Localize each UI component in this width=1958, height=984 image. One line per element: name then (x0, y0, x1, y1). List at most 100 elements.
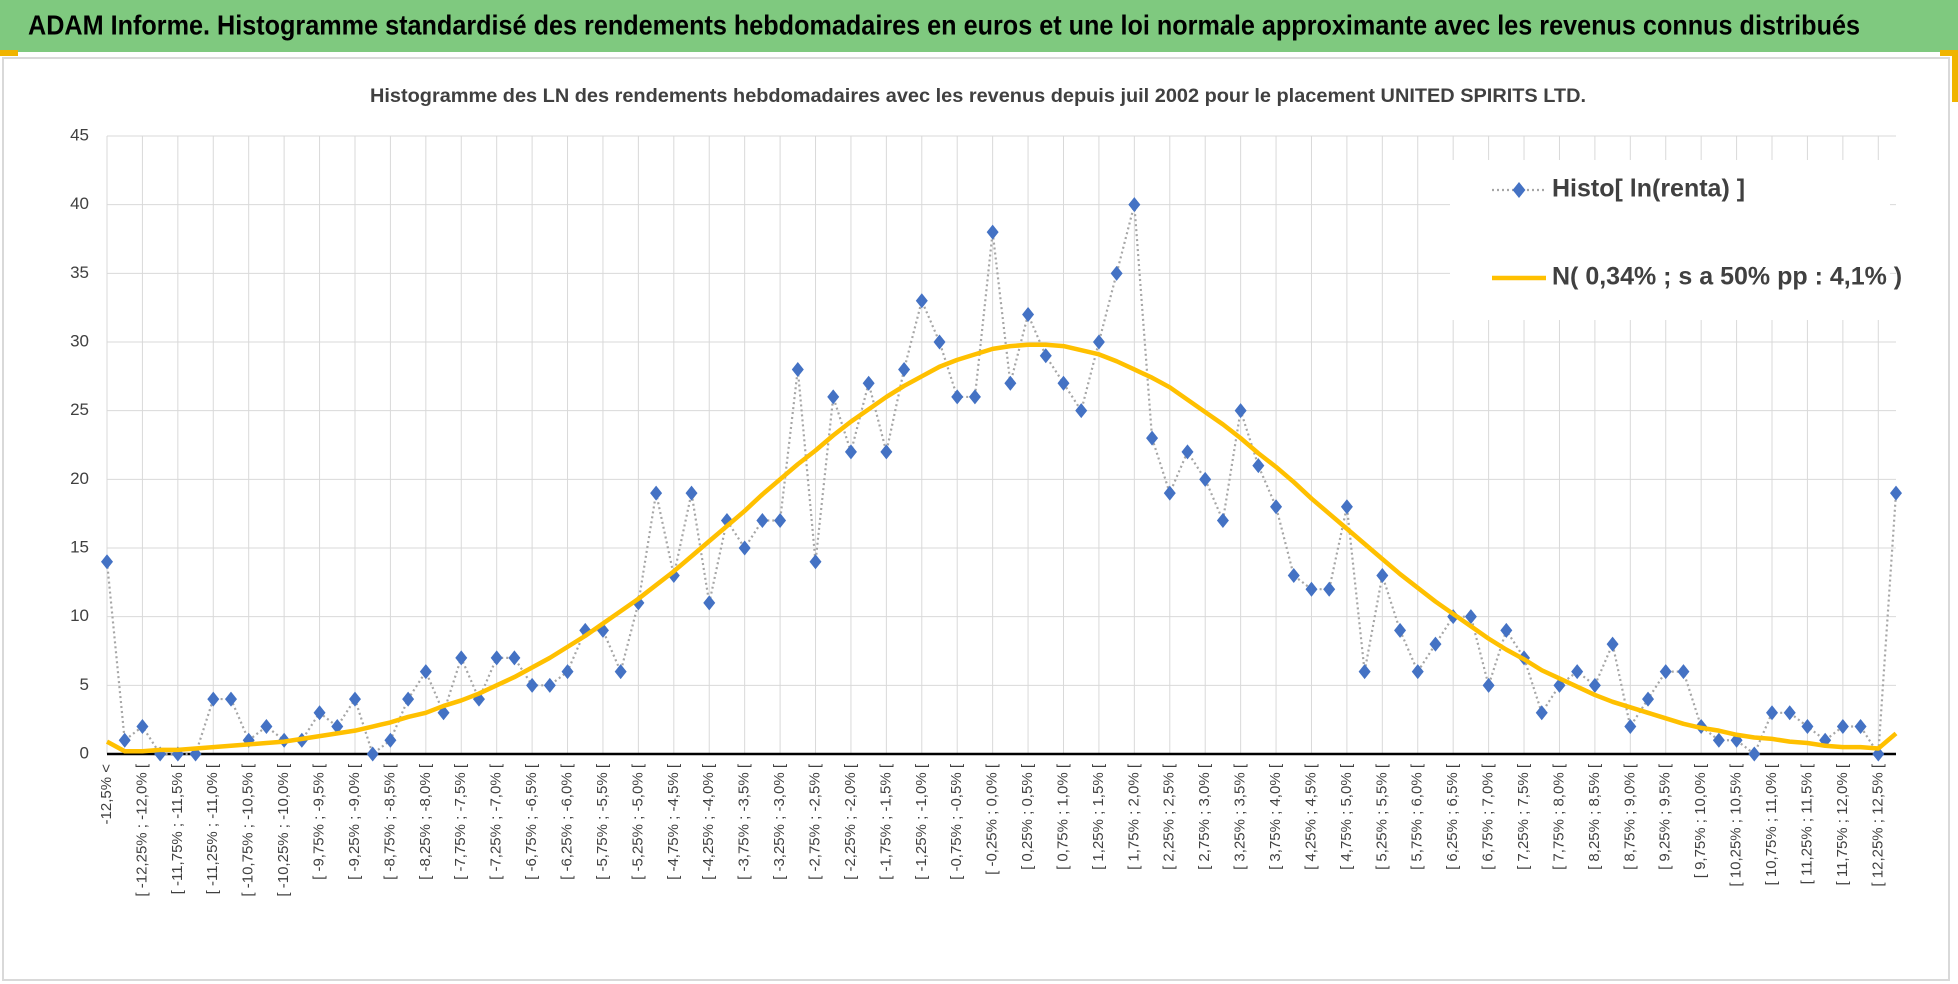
data-point (1252, 458, 1265, 474)
x-tick-label: [ -1,75% ; -1,5% [ (877, 763, 894, 880)
data-point (1766, 705, 1779, 721)
x-tick-label: [ 11,75% ; 12,0% [ (1834, 763, 1851, 885)
x-tick-label: -12,5% < (98, 764, 115, 825)
x-tick-label: [ 9,25% ; 9,5% [ (1657, 763, 1674, 870)
x-tick-label: [ 3,75% ; 4,0% [ (1267, 763, 1284, 870)
x-tick-label: [ 10,25% ; 10,5% [ (1728, 763, 1745, 886)
x-tick-label: [ -10,25% ; -10,0% [ (275, 763, 292, 896)
data-point (1429, 636, 1442, 652)
data-point (880, 444, 893, 460)
data-point (1659, 664, 1672, 680)
data-point (756, 513, 769, 529)
data-point (1624, 719, 1637, 735)
x-tick-label: [ 8,25% ; 8,5% [ (1586, 763, 1603, 870)
x-tick-label: [ 0,75% ; 1,0% [ (1054, 763, 1071, 870)
data-point (331, 719, 344, 735)
data-point (1783, 705, 1796, 721)
data-point (898, 361, 911, 377)
x-tick-label: [ -10,75% ; -10,5% [ (240, 763, 257, 896)
x-tick-label: [ -11,25% ; -11,0% [ (204, 763, 221, 894)
data-point (384, 732, 397, 748)
legend-box (1450, 160, 1890, 320)
x-tick-label: [ 9,75% ; 10,0% [ (1692, 763, 1709, 878)
y-tick-label: 40 (70, 194, 89, 213)
x-tick-label: [ 11,25% ; 11,5% [ (1798, 763, 1815, 884)
x-tick-label: [ -1,25% ; -1,0% [ (913, 763, 930, 880)
data-point (366, 746, 379, 762)
x-tick-label: [ -2,75% ; -2,5% [ (806, 763, 823, 880)
y-tick-label: 10 (70, 606, 89, 625)
data-point (1571, 664, 1584, 680)
data-point (1340, 499, 1353, 515)
data-point (1057, 375, 1070, 391)
data-point (1411, 664, 1424, 680)
data-point (1039, 348, 1052, 364)
data-point (1535, 705, 1548, 721)
x-tick-label: [ -7,25% ; -7,0% [ (488, 763, 505, 880)
y-tick-label: 45 (70, 125, 89, 144)
x-tick-label: [ -2,25% ; -2,0% [ (842, 763, 859, 880)
data-point (1323, 581, 1336, 597)
data-point (827, 389, 840, 405)
corner-mark (1940, 50, 1958, 56)
x-tick-label: [ 3,25% ; 3,5% [ (1232, 763, 1249, 870)
x-tick-label: [ -5,75% ; -5,5% [ (594, 763, 611, 880)
data-point (614, 664, 627, 680)
y-tick-label: 30 (70, 331, 89, 350)
x-tick-label: [ 2,75% ; 3,0% [ (1196, 763, 1213, 870)
data-point (1836, 719, 1849, 735)
x-tick-label: [ 2,25% ; 2,5% [ (1161, 763, 1178, 870)
data-point (791, 361, 804, 377)
data-point (1022, 307, 1035, 323)
series-line (105, 342, 1898, 754)
x-tick-label: [ -8,25% ; -8,0% [ (417, 763, 434, 880)
data-point (986, 224, 999, 240)
x-tick-label: [ 6,75% ; 7,0% [ (1480, 763, 1497, 870)
y-tick-label: 5 (80, 675, 89, 694)
chart-title: Histogramme des LN des rendements hebdom… (370, 86, 1586, 107)
x-tick-label: [ -0,25% ; 0,0% [ (984, 763, 1001, 875)
data-point (1500, 622, 1513, 638)
y-tick-label: 25 (70, 400, 89, 419)
data-point (1358, 664, 1371, 680)
x-tick-label: [ 6,25% ; 6,5% [ (1444, 763, 1461, 870)
data-point (455, 650, 468, 666)
x-tick-label: [ 1,75% ; 2,0% [ (1125, 763, 1142, 870)
x-tick-label: [ 7,25% ; 7,5% [ (1515, 763, 1532, 870)
x-tick-label: [ 1,25% ; 1,5% [ (1090, 763, 1107, 870)
x-tick-label: [ 10,75% ; 11,0% [ (1763, 763, 1780, 885)
data-point (1092, 334, 1105, 350)
x-tick-label: [ 0,25% ; 0,5% [ (1019, 763, 1036, 870)
x-tick-label: [ -6,75% ; -6,5% [ (523, 763, 540, 880)
data-point (1588, 677, 1601, 693)
data-point (1890, 485, 1902, 501)
data-point (101, 554, 113, 570)
y-tick-label: 15 (70, 537, 89, 556)
data-point (1376, 567, 1389, 583)
data-point (1199, 471, 1212, 487)
x-tick-label: [ -4,25% ; -4,0% [ (700, 763, 717, 880)
x-tick-label: [ -4,75% ; -4,5% [ (665, 763, 682, 880)
data-point (1128, 197, 1141, 213)
data-point (1287, 567, 1300, 583)
x-tick-label: [ 4,75% ; 5,0% [ (1338, 763, 1355, 870)
data-point (1748, 746, 1761, 762)
legend-label: N( 0,34% ; s a 50% pp : 4,1% ) (1552, 263, 1902, 291)
data-point (968, 389, 981, 405)
data-point (862, 375, 875, 391)
data-point (543, 677, 556, 693)
data-point (774, 513, 787, 529)
data-point (1305, 581, 1318, 597)
data-point (1712, 732, 1725, 748)
legend-label: Histo[ ln(renta) ] (1552, 175, 1745, 203)
data-point (1606, 636, 1619, 652)
data-point (915, 293, 928, 309)
data-point (136, 719, 149, 735)
data-point (1464, 609, 1477, 625)
data-point (951, 389, 964, 405)
data-point (118, 732, 131, 748)
data-point (1270, 499, 1283, 515)
x-tick-label: [ 8,75% ; 9,0% [ (1621, 763, 1638, 870)
data-point (1394, 622, 1407, 638)
data-point (1004, 375, 1017, 391)
